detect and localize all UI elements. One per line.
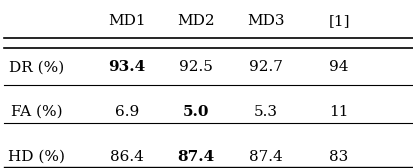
Text: DR (%): DR (%) (9, 60, 64, 74)
Text: HD (%): HD (%) (8, 150, 65, 164)
Text: 6.9: 6.9 (114, 105, 138, 119)
Text: 86.4: 86.4 (109, 150, 143, 164)
Text: 94: 94 (329, 60, 348, 74)
Text: MD3: MD3 (246, 14, 284, 28)
Text: MD2: MD2 (177, 14, 214, 28)
Text: [1]: [1] (328, 14, 349, 28)
Text: 92.7: 92.7 (248, 60, 282, 74)
Text: 87.4: 87.4 (177, 150, 214, 164)
Text: FA (%): FA (%) (11, 105, 62, 119)
Text: 11: 11 (329, 105, 348, 119)
Text: MD1: MD1 (108, 14, 145, 28)
Text: 93.4: 93.4 (108, 60, 145, 74)
Text: 5.3: 5.3 (253, 105, 277, 119)
Text: 83: 83 (329, 150, 348, 164)
Text: 87.4: 87.4 (248, 150, 282, 164)
Text: 5.0: 5.0 (183, 105, 209, 119)
Text: 92.5: 92.5 (179, 60, 213, 74)
